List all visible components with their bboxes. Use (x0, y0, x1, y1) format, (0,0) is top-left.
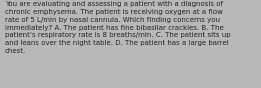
Text: You are evaluating and assessing a patient with a diagnosis of
chronic emphysema: You are evaluating and assessing a patie… (5, 1, 230, 54)
